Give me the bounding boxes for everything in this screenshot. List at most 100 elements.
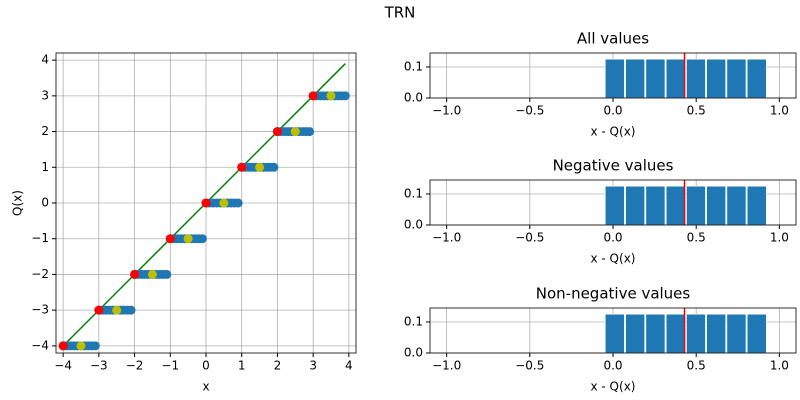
y-tick-label: 0.1 — [404, 314, 423, 328]
x-tick-label: −1.0 — [432, 231, 461, 245]
x-tick-label: −0.5 — [515, 231, 544, 245]
axes-frame — [429, 52, 797, 99]
bar — [665, 313, 686, 354]
bar — [665, 58, 686, 99]
x-tick-label: 1 — [238, 359, 246, 373]
point — [255, 162, 265, 172]
axes-frame — [429, 179, 797, 226]
y-tick-label: 4 — [41, 53, 49, 67]
bar — [726, 58, 747, 99]
x-tick-label: 0.0 — [603, 104, 622, 118]
point — [130, 269, 140, 279]
point — [162, 269, 172, 279]
point — [58, 341, 68, 351]
x-tick-label: 1.0 — [770, 231, 789, 245]
bar — [706, 313, 726, 354]
y-tick-label: 1 — [41, 160, 49, 174]
bar — [746, 185, 767, 226]
x-tick-label: −2 — [126, 359, 144, 373]
y-tick-label: 0.0 — [404, 346, 423, 360]
axes-frame — [55, 52, 357, 354]
bar — [706, 58, 726, 99]
x-tick-label: 0.5 — [687, 104, 706, 118]
bar — [665, 185, 686, 226]
y-tick-label: 0.1 — [404, 186, 423, 200]
y-tick-label: 0.1 — [404, 59, 423, 73]
bar — [746, 313, 767, 354]
x-axis-label: x - Q(x) — [591, 252, 636, 266]
point — [94, 305, 104, 315]
x-tick-label: −1.0 — [432, 359, 461, 373]
point — [147, 269, 157, 279]
bar — [645, 185, 666, 226]
y-axis-label: Q(x) — [11, 190, 25, 216]
bar — [726, 313, 747, 354]
x-axis-label: x - Q(x) — [591, 125, 636, 139]
x-tick-label: −4 — [54, 359, 72, 373]
point — [165, 234, 175, 244]
point — [290, 127, 300, 137]
point — [308, 91, 318, 101]
bar — [686, 185, 706, 226]
axes-title: Negative values — [553, 157, 674, 175]
point — [233, 198, 243, 208]
y-tick-label: 0.0 — [404, 218, 423, 232]
axes: −1.0 −0.5 0.0 0.5 1.0 0.0 0.1 Non-negative valu… — [404, 285, 797, 394]
x-tick-label: −3 — [90, 359, 108, 373]
bar — [604, 313, 625, 354]
point — [237, 162, 247, 172]
x-tick-label: −0.5 — [515, 104, 544, 118]
x-tick-label: 4 — [345, 359, 353, 373]
y-tick-label: 3 — [41, 88, 49, 102]
x-axis-label: x - Q(x) — [591, 380, 636, 394]
point — [197, 234, 207, 244]
point — [76, 341, 86, 351]
x-tick-label: 0.5 — [687, 231, 706, 245]
x-tick-label: 1.0 — [770, 359, 789, 373]
x-tick-label: 3 — [309, 359, 317, 373]
point — [219, 198, 229, 208]
axes-title: Non-negative values — [536, 285, 691, 303]
point — [183, 234, 193, 244]
y-tick-label: −1 — [31, 231, 49, 245]
bar — [604, 185, 625, 226]
x-tick-label: 0.0 — [603, 359, 622, 373]
y-tick-label: −3 — [31, 303, 49, 317]
point — [305, 127, 315, 137]
x-tick-label: 1.0 — [770, 104, 789, 118]
x-tick-label: 2 — [274, 359, 282, 373]
bar — [686, 58, 706, 99]
figure-title: TRN — [384, 4, 416, 22]
point — [112, 305, 122, 315]
point — [269, 162, 279, 172]
bar — [625, 58, 645, 99]
bar — [706, 185, 726, 226]
bar — [746, 58, 767, 99]
x-axis-label: x — [202, 380, 209, 394]
axes: −4 −3 −2 −1 0 1 2 3 4 −4 −3 −2 −1 0 1 2 3 4 x Q(x) — [11, 52, 357, 394]
point — [201, 198, 211, 208]
bar — [625, 185, 645, 226]
bar — [645, 58, 666, 99]
bar — [645, 313, 666, 354]
x-tick-label: 0.5 — [687, 359, 706, 373]
x-tick-label: 0 — [202, 359, 210, 373]
bar — [625, 313, 645, 354]
axes: −1.0 −0.5 0.0 0.5 1.0 0.0 0.1 All values x - Q(x… — [404, 30, 797, 139]
axes-frame — [429, 307, 797, 354]
point — [126, 305, 136, 315]
y-tick-label: 0.0 — [404, 91, 423, 105]
y-tick-label: −2 — [31, 267, 49, 281]
axes: −1.0 −0.5 0.0 0.5 1.0 0.0 0.1 Negative values x … — [404, 157, 797, 266]
x-tick-label: −1 — [161, 359, 179, 373]
x-tick-label: 0.0 — [603, 231, 622, 245]
x-tick-label: −1.0 — [432, 104, 461, 118]
y-tick-label: 2 — [41, 124, 49, 138]
x-tick-label: −0.5 — [515, 359, 544, 373]
bar — [686, 313, 706, 354]
axes-title: All values — [577, 30, 649, 48]
y-tick-label: 0 — [41, 196, 49, 210]
point — [340, 91, 350, 101]
y-tick-label: −4 — [31, 338, 49, 352]
